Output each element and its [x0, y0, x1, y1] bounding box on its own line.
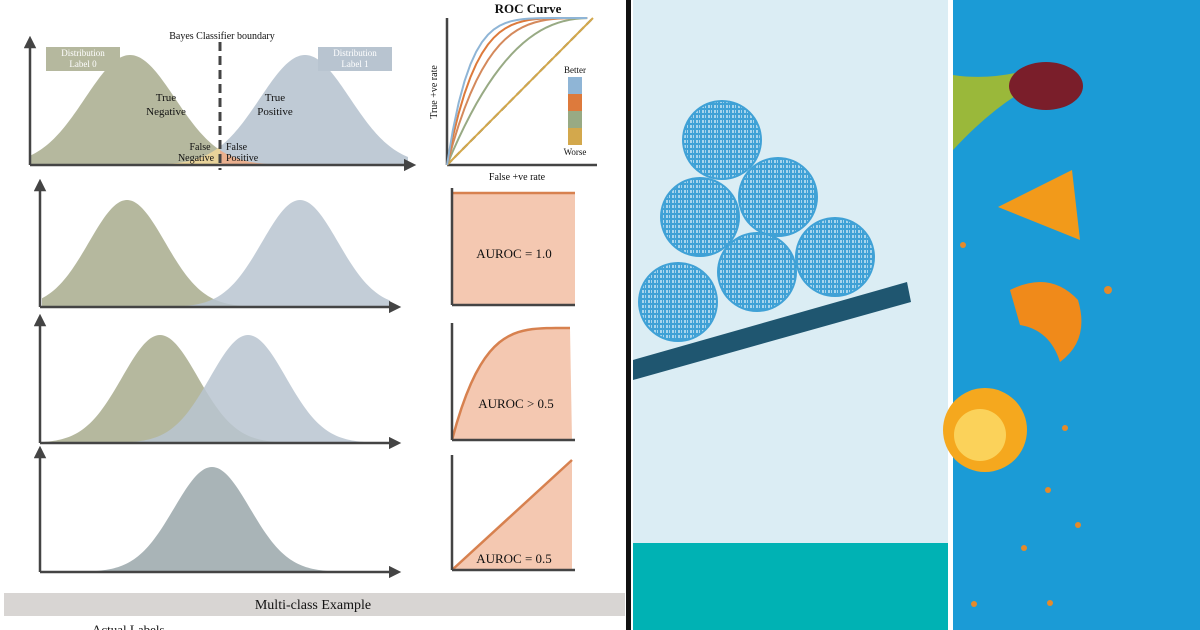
gap — [948, 0, 953, 630]
roc-diagram — [23, 17, 597, 579]
dist-0 — [30, 55, 330, 165]
dist-1 — [130, 55, 408, 165]
roc-curve — [446, 17, 594, 166]
region-label: True — [265, 92, 285, 104]
section-title: Multi-class Example — [255, 598, 371, 613]
dist-1 — [42, 200, 390, 307]
region-label: True — [156, 92, 176, 104]
label-box — [318, 47, 392, 71]
region-label: Positive — [226, 153, 259, 164]
dist-overlap — [42, 467, 390, 572]
banana — [953, 72, 1025, 150]
region-label: False — [189, 142, 211, 153]
tangerine — [1010, 282, 1082, 362]
roc-worse: Worse — [564, 147, 587, 157]
auroc-label: AUROC = 1.0 — [476, 246, 552, 261]
boundary-label: Bayes Classifier boundary — [169, 31, 275, 42]
label-text: Label 1 — [341, 59, 368, 69]
roc-xlabel: False +ve rate — [489, 172, 546, 183]
legend-swatch — [568, 94, 582, 111]
legend-swatch — [568, 111, 582, 128]
label-text: Label 0 — [69, 59, 97, 69]
region-label: Positive — [257, 106, 293, 118]
ball-texture — [640, 264, 716, 340]
legend-swatch — [568, 77, 582, 94]
ball-texture — [719, 234, 795, 310]
label-text: Distribution — [333, 48, 377, 58]
false-negative — [130, 146, 220, 165]
dist-0 — [42, 200, 390, 307]
ball-texture — [797, 219, 873, 295]
ball-texture — [662, 179, 738, 255]
roc-title: ROC Curve — [495, 1, 562, 16]
label-box — [46, 47, 120, 71]
divider — [626, 0, 631, 630]
roc-better: Better — [564, 65, 586, 75]
roc-curve — [446, 17, 588, 166]
label-text: Distribution — [61, 48, 105, 58]
auroc-curve — [450, 326, 570, 441]
region-label: False — [226, 142, 248, 153]
region-label: Negative — [146, 106, 186, 118]
auroc-area — [452, 193, 575, 305]
crumbs — [960, 242, 1112, 607]
section-bar — [4, 593, 625, 616]
illustration-floor — [633, 543, 948, 630]
balls — [638, 100, 875, 342]
legend-swatch — [568, 128, 582, 145]
auroc-curve — [451, 459, 573, 571]
ball-texture — [740, 159, 816, 235]
ramp — [633, 282, 911, 380]
orange-inner — [954, 409, 1006, 461]
dist-1 — [42, 335, 390, 443]
orange-slice — [998, 170, 1080, 240]
section-label: Actual Labels — [92, 622, 165, 630]
roc-curve — [446, 17, 588, 166]
plum — [1009, 62, 1083, 110]
roc-ylabel: True +ve rate — [429, 65, 440, 119]
dist-0 — [42, 335, 390, 443]
auroc-label: AUROC = 0.5 — [476, 551, 552, 566]
region-label: Negative — [178, 153, 215, 164]
auroc-area — [452, 328, 572, 440]
auroc-label: AUROC > 0.5 — [478, 396, 554, 411]
false-positive — [220, 150, 310, 165]
ball-texture — [684, 102, 760, 178]
